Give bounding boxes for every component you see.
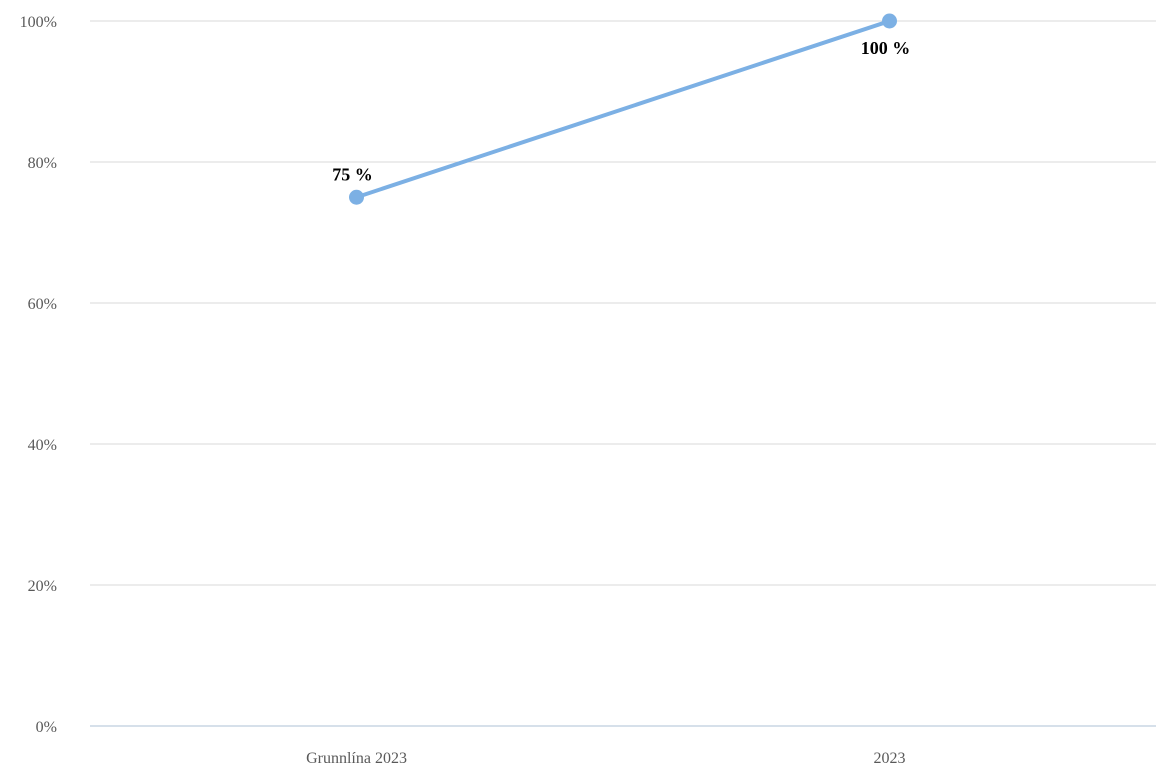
data-label: 100 % [861, 38, 911, 58]
y-tick-label: 0% [36, 719, 57, 736]
y-tick-label: 100% [20, 14, 57, 31]
data-label: 75 % [332, 164, 373, 184]
y-tick-label: 80% [28, 155, 57, 172]
x-tick-label: Grunnlína 2023 [306, 750, 407, 767]
y-axis-tick-labels: 0% 20% 40% 60% 80% 100% [20, 14, 57, 736]
series-layer [349, 13, 897, 205]
data-point [349, 189, 364, 205]
series-line [354, 19, 892, 200]
x-tick-label: 2023 [874, 750, 906, 767]
y-tick-label: 40% [28, 437, 57, 454]
y-tick-label: 60% [28, 296, 57, 313]
x-axis-tick-labels: Grunnlína 2023 2023 [306, 750, 905, 767]
y-tick-label: 20% [28, 578, 57, 595]
gridlines [90, 20, 1156, 727]
data-labels: 75 % 100 % [332, 38, 910, 184]
data-point [882, 13, 897, 29]
